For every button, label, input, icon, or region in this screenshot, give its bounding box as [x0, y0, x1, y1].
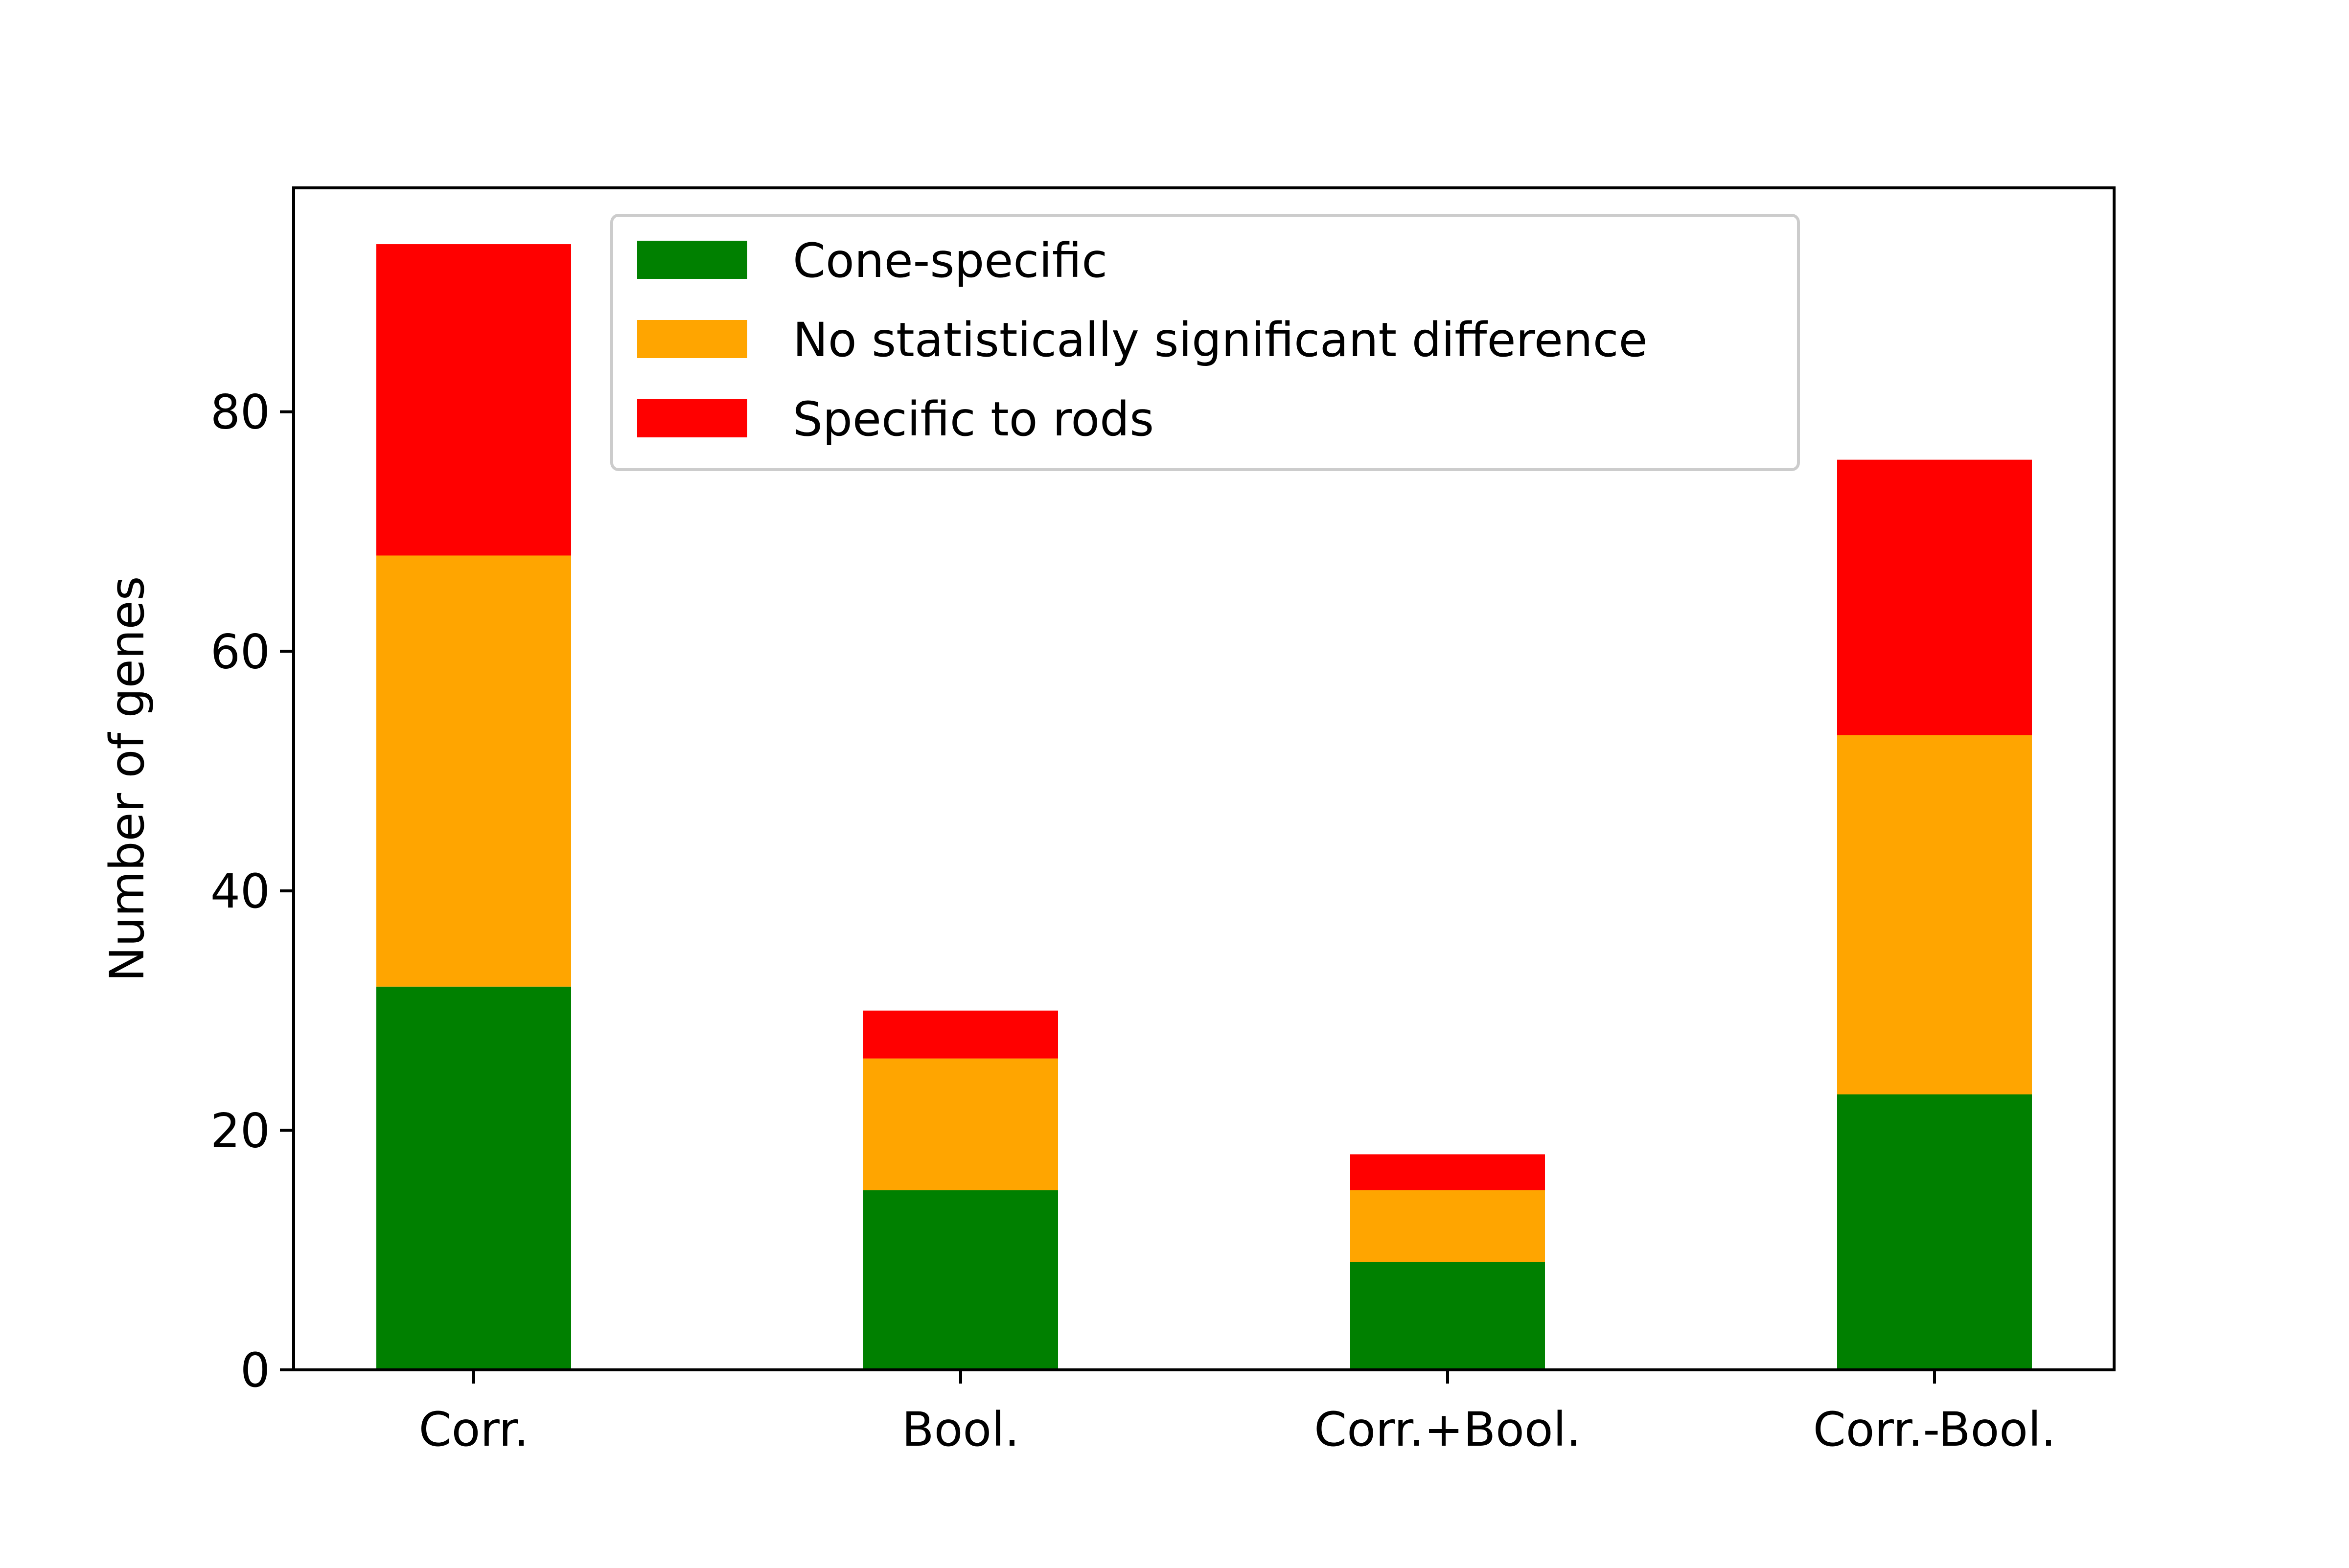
legend-swatch-specific-to-rods	[637, 399, 747, 437]
bar-bool-specific-to-rods	[863, 1010, 1058, 1059]
y-tick-label: 60	[210, 624, 270, 679]
bar-corr-bool-no-statistically-significant-difference	[1350, 1190, 1545, 1262]
bar-corr-cone-specific	[376, 986, 571, 1370]
bar-corr-bool-cone-specific	[1350, 1262, 1545, 1370]
bar-corr-no-statistically-significant-difference	[376, 555, 571, 987]
x-tick-label: Corr.-Bool.	[1813, 1402, 2056, 1457]
y-tick-label: 40	[210, 864, 270, 919]
bar-corr-bool-cone-specific	[1837, 1094, 2032, 1370]
bar-bool-no-statistically-significant-difference	[863, 1058, 1058, 1190]
plot-frame	[292, 186, 2116, 1371]
y-axis: 0 20 40 60 80	[210, 385, 294, 1398]
bar-corr-bool-specific-to-rods	[1837, 459, 2032, 735]
legend-swatch-no-statistically-significant-difference	[637, 320, 747, 358]
x-axis: Corr. Bool. Corr.+Bool. Corr.-Bool.	[419, 1370, 2056, 1457]
bars-layer	[376, 244, 2032, 1370]
legend-label-cone-specific: Cone-specific	[793, 233, 1107, 288]
x-tick-label: Bool.	[902, 1402, 1020, 1457]
bar-corr-specific-to-rods	[376, 244, 571, 556]
legend: Cone-specific No statistically significan…	[610, 214, 1800, 471]
y-tick-label: 80	[210, 385, 270, 440]
legend-frame	[610, 214, 1800, 471]
bar-corr-bool-no-statistically-significant-difference	[1837, 735, 2032, 1095]
y-tick-label: 20	[210, 1103, 270, 1158]
bar-corr-bool-specific-to-rods	[1350, 1154, 1545, 1190]
y-axis-label: Number of genes	[100, 576, 155, 981]
bar-bool-cone-specific	[863, 1190, 1058, 1370]
y-tick-label: 0	[240, 1343, 270, 1398]
x-tick-label: Corr.	[419, 1402, 529, 1457]
legend-label-specific-to-rods: Specific to rods	[793, 392, 1154, 447]
legend-label-no-statistically-significant-difference: No statistically significant difference	[793, 313, 1648, 367]
legend-swatch-cone-specific	[637, 241, 747, 279]
x-tick-label: Corr.+Bool.	[1314, 1402, 1581, 1457]
